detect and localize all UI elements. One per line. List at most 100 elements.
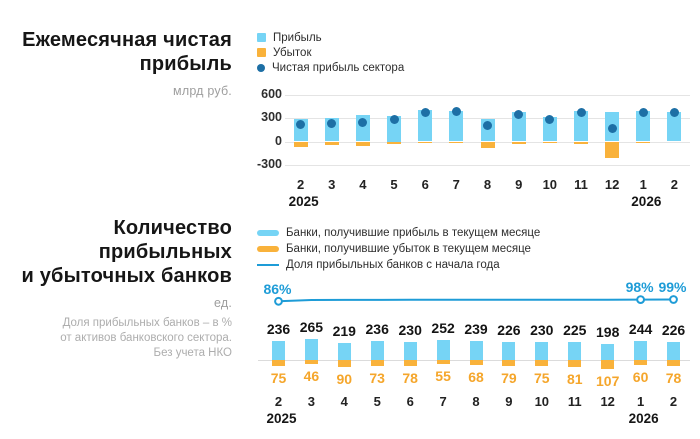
- profit-bar: [511, 112, 526, 142]
- unprofitable-banks-bar: [502, 360, 516, 367]
- net-profit-dot: [545, 114, 555, 124]
- gridline: [285, 164, 690, 166]
- y-tick-label: 600: [261, 87, 282, 102]
- gridline: [285, 118, 690, 120]
- loss-bar: [511, 141, 526, 144]
- net-profit-dot: [451, 107, 461, 117]
- bottom-chart-title-line1: Количество: [113, 217, 232, 239]
- loss-bar: [293, 141, 308, 147]
- profit-bar: [574, 110, 588, 142]
- top-chart-title: Ежемесячная чистая прибыль млрд руб.: [0, 28, 232, 103]
- legend-label-profit: Прибыль: [273, 31, 322, 44]
- unprofitable-banks-count: 78: [665, 370, 682, 387]
- top-chart-unit: млрд руб.: [173, 84, 232, 98]
- bottom-chart-unit: ед.: [213, 296, 232, 310]
- unprofitable-banks-count: 78: [402, 370, 418, 387]
- loss-swatch: [257, 48, 266, 57]
- unprofitable-banks-count: 46: [303, 367, 320, 384]
- profitable-banks-count: 252: [431, 319, 455, 336]
- y-tick-label: 300: [261, 110, 282, 125]
- unprofitable-banks-bar: [436, 360, 450, 365]
- unprofitable-banks-count: 107: [596, 372, 620, 389]
- share-line-marker: [669, 295, 678, 304]
- legend-item-loss: Убыток: [257, 46, 404, 59]
- share-line: [278, 298, 674, 303]
- net-profit-dot: [358, 117, 368, 127]
- month-label: 5: [390, 177, 398, 192]
- legend-label-profitable-banks: Банки, получившие прибыль в текущем меся…: [286, 226, 541, 239]
- year-label: 2026: [628, 411, 659, 426]
- profit-bar: [418, 109, 433, 142]
- bottom-chart-note: Доля прибыльных банков – в % от активов …: [0, 316, 232, 361]
- profitable-banks-count: 225: [563, 322, 587, 338]
- net-profit-dot: [576, 107, 586, 117]
- profitable-banks-bar: [667, 341, 680, 360]
- unprofitable-banks-bar: [469, 360, 483, 366]
- net-profit-dot: [607, 124, 617, 134]
- month-label: 1: [639, 177, 647, 192]
- unprofitable-banks-count: 68: [468, 369, 484, 386]
- profitable-banks-count: 239: [464, 320, 488, 337]
- profit-bar: [449, 110, 464, 142]
- unprofitable-banks-count: 90: [336, 371, 353, 388]
- top-chart-title-line1: Ежемесячная чистая: [22, 29, 232, 51]
- month-label: 9: [515, 177, 523, 192]
- net-profit-dot: [638, 108, 648, 117]
- unprofitable-banks-count: 55: [435, 368, 451, 385]
- legend-label-net-profit: Чистая прибыль сектора: [272, 61, 405, 74]
- month-label: 4: [359, 177, 367, 192]
- month-label: 7: [439, 394, 447, 409]
- loss-bar: [480, 141, 495, 148]
- net-profit-dot: [483, 121, 492, 131]
- bottom-chart-title-line3: и убыточных банков: [21, 265, 232, 287]
- loss-bar: [387, 141, 401, 144]
- legend-label-share-line: Доля прибыльных банков с начала года: [286, 258, 500, 271]
- loss-bar: [355, 141, 370, 147]
- net-profit-swatch: [257, 63, 265, 72]
- unprofitable-banks-bar: [304, 360, 318, 364]
- note-line2: от активов банковского сектора.: [60, 332, 232, 344]
- month-label: 6: [421, 177, 429, 192]
- profit-bar: [667, 112, 682, 142]
- profitable-banks-count: 226: [661, 321, 686, 338]
- month-label: 6: [406, 394, 414, 409]
- bottom-chart-title-line2: прибыльных: [98, 241, 232, 263]
- legend-item-unprofitable-banks: Банки, получившие убыток в текущем месяц…: [257, 242, 540, 255]
- legend-item-net-profit: Чистая прибыль сектора: [257, 61, 404, 74]
- share-percent-label: 86%: [263, 280, 292, 297]
- unprofitable-banks-swatch: [257, 245, 279, 252]
- profitable-banks-count: 244: [628, 320, 653, 337]
- unprofitable-banks-count: 60: [632, 368, 649, 385]
- month-label: 10: [542, 177, 558, 192]
- profitable-banks-count: 265: [299, 318, 324, 335]
- unprofitable-banks-bar: [667, 360, 680, 367]
- profitable-banks-bar: [304, 338, 318, 360]
- profitable-banks-bar: [601, 344, 615, 360]
- profitable-banks-bar: [502, 341, 516, 360]
- profitable-banks-count: 236: [365, 321, 389, 338]
- month-label: 2: [296, 177, 305, 192]
- month-label: 2: [670, 177, 678, 192]
- profitable-banks-bar: [535, 341, 549, 360]
- unprofitable-banks-count: 75: [270, 370, 287, 386]
- unprofitable-banks-count: 73: [369, 369, 385, 386]
- month-label: 7: [452, 177, 460, 192]
- unprofitable-banks-bar: [568, 360, 582, 367]
- legend-label-unprofitable-banks: Банки, получившие убыток в текущем месяц…: [286, 242, 531, 255]
- legend-item-profitable-banks: Банки, получившие прибыль в текущем меся…: [257, 226, 540, 239]
- net-profit-dot: [514, 109, 524, 119]
- loss-bar: [605, 141, 620, 158]
- profitable-banks-count: 230: [530, 321, 554, 338]
- profitable-banks-count: 236: [266, 321, 291, 338]
- profitable-banks-count: 219: [332, 322, 356, 339]
- profitable-banks-bar: [403, 341, 417, 360]
- unprofitable-banks-bar: [634, 360, 648, 365]
- loss-bar: [636, 141, 651, 143]
- unprofitable-banks-count: 75: [534, 370, 550, 386]
- gridline: [285, 95, 690, 97]
- year-label: 2025: [288, 194, 319, 209]
- month-label: 11: [574, 177, 588, 192]
- month-label: 4: [340, 394, 348, 409]
- net-profit-dot: [389, 115, 399, 125]
